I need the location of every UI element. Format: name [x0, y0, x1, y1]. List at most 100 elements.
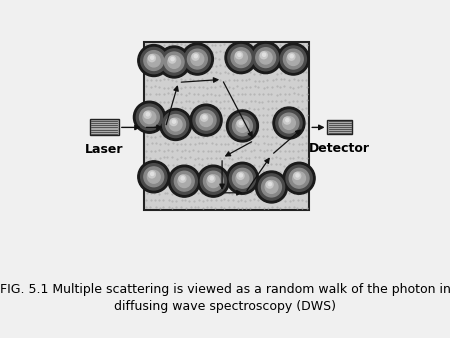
Circle shape: [184, 46, 211, 72]
Circle shape: [144, 167, 164, 187]
Circle shape: [144, 51, 164, 70]
Bar: [90, 119, 119, 136]
Circle shape: [179, 175, 186, 182]
Circle shape: [288, 53, 295, 60]
Circle shape: [181, 177, 184, 180]
Circle shape: [203, 116, 206, 119]
Circle shape: [230, 113, 256, 139]
Circle shape: [250, 42, 282, 74]
Circle shape: [193, 107, 219, 133]
Circle shape: [192, 53, 199, 60]
Circle shape: [151, 172, 154, 175]
Circle shape: [196, 110, 216, 130]
Circle shape: [146, 113, 149, 116]
Circle shape: [239, 121, 243, 125]
Circle shape: [168, 165, 200, 197]
Circle shape: [265, 180, 278, 193]
Circle shape: [293, 172, 306, 185]
Circle shape: [261, 177, 281, 197]
Circle shape: [178, 175, 191, 188]
Circle shape: [258, 174, 284, 200]
Circle shape: [158, 46, 190, 78]
Circle shape: [140, 107, 159, 127]
Circle shape: [194, 55, 198, 58]
Text: diffusing wave spectroscopy (DWS): diffusing wave spectroscopy (DWS): [114, 300, 336, 313]
Circle shape: [134, 101, 166, 133]
Circle shape: [169, 56, 176, 63]
Circle shape: [280, 46, 306, 72]
Circle shape: [148, 171, 155, 178]
Circle shape: [190, 104, 222, 136]
Circle shape: [138, 45, 170, 76]
Circle shape: [166, 115, 185, 135]
Bar: [144, 42, 309, 210]
Circle shape: [228, 45, 254, 71]
Circle shape: [208, 175, 215, 182]
Circle shape: [238, 53, 241, 56]
Circle shape: [191, 53, 204, 66]
Circle shape: [148, 55, 155, 62]
Circle shape: [256, 48, 275, 68]
Circle shape: [171, 57, 174, 61]
Circle shape: [296, 174, 299, 177]
Circle shape: [141, 47, 167, 74]
Circle shape: [203, 171, 223, 191]
Circle shape: [200, 114, 212, 126]
Circle shape: [198, 165, 230, 197]
Circle shape: [138, 161, 170, 193]
Circle shape: [201, 114, 208, 121]
Circle shape: [171, 168, 198, 194]
Circle shape: [144, 111, 151, 118]
Circle shape: [169, 118, 182, 131]
Circle shape: [289, 168, 309, 188]
Circle shape: [262, 53, 265, 56]
Circle shape: [207, 175, 220, 188]
Circle shape: [268, 183, 271, 186]
Circle shape: [141, 164, 167, 190]
Circle shape: [168, 55, 180, 68]
Circle shape: [260, 52, 267, 59]
Circle shape: [172, 120, 176, 123]
Circle shape: [287, 53, 300, 66]
Circle shape: [181, 43, 213, 75]
Circle shape: [284, 117, 291, 124]
Circle shape: [160, 108, 192, 141]
Text: Laser: Laser: [85, 143, 124, 156]
Circle shape: [252, 45, 279, 71]
Text: FIG. 5.1 Multiple scattering is viewed as a random walk of the photon in: FIG. 5.1 Multiple scattering is viewed a…: [0, 283, 450, 296]
Circle shape: [136, 104, 162, 130]
Circle shape: [294, 172, 301, 179]
Circle shape: [276, 110, 302, 136]
Circle shape: [231, 48, 251, 68]
Circle shape: [266, 181, 273, 188]
Circle shape: [226, 110, 258, 142]
Circle shape: [277, 43, 309, 75]
Circle shape: [161, 49, 187, 75]
Circle shape: [148, 54, 160, 67]
Circle shape: [290, 55, 293, 58]
Circle shape: [226, 162, 258, 194]
Circle shape: [188, 49, 207, 69]
Circle shape: [237, 120, 244, 127]
Circle shape: [284, 49, 303, 69]
Circle shape: [162, 112, 189, 138]
Text: Detector: Detector: [309, 142, 370, 155]
Circle shape: [283, 162, 315, 194]
Circle shape: [259, 51, 272, 64]
Circle shape: [233, 116, 252, 136]
Circle shape: [143, 111, 156, 124]
Circle shape: [148, 170, 160, 183]
Circle shape: [283, 117, 295, 129]
Circle shape: [256, 171, 288, 203]
Circle shape: [210, 177, 213, 180]
Circle shape: [170, 119, 177, 126]
Circle shape: [175, 171, 194, 191]
Circle shape: [235, 52, 243, 59]
Circle shape: [239, 174, 243, 177]
Circle shape: [230, 165, 256, 191]
Circle shape: [279, 113, 299, 133]
Circle shape: [164, 52, 184, 72]
Circle shape: [233, 168, 252, 188]
Circle shape: [151, 56, 154, 59]
Circle shape: [273, 107, 305, 139]
